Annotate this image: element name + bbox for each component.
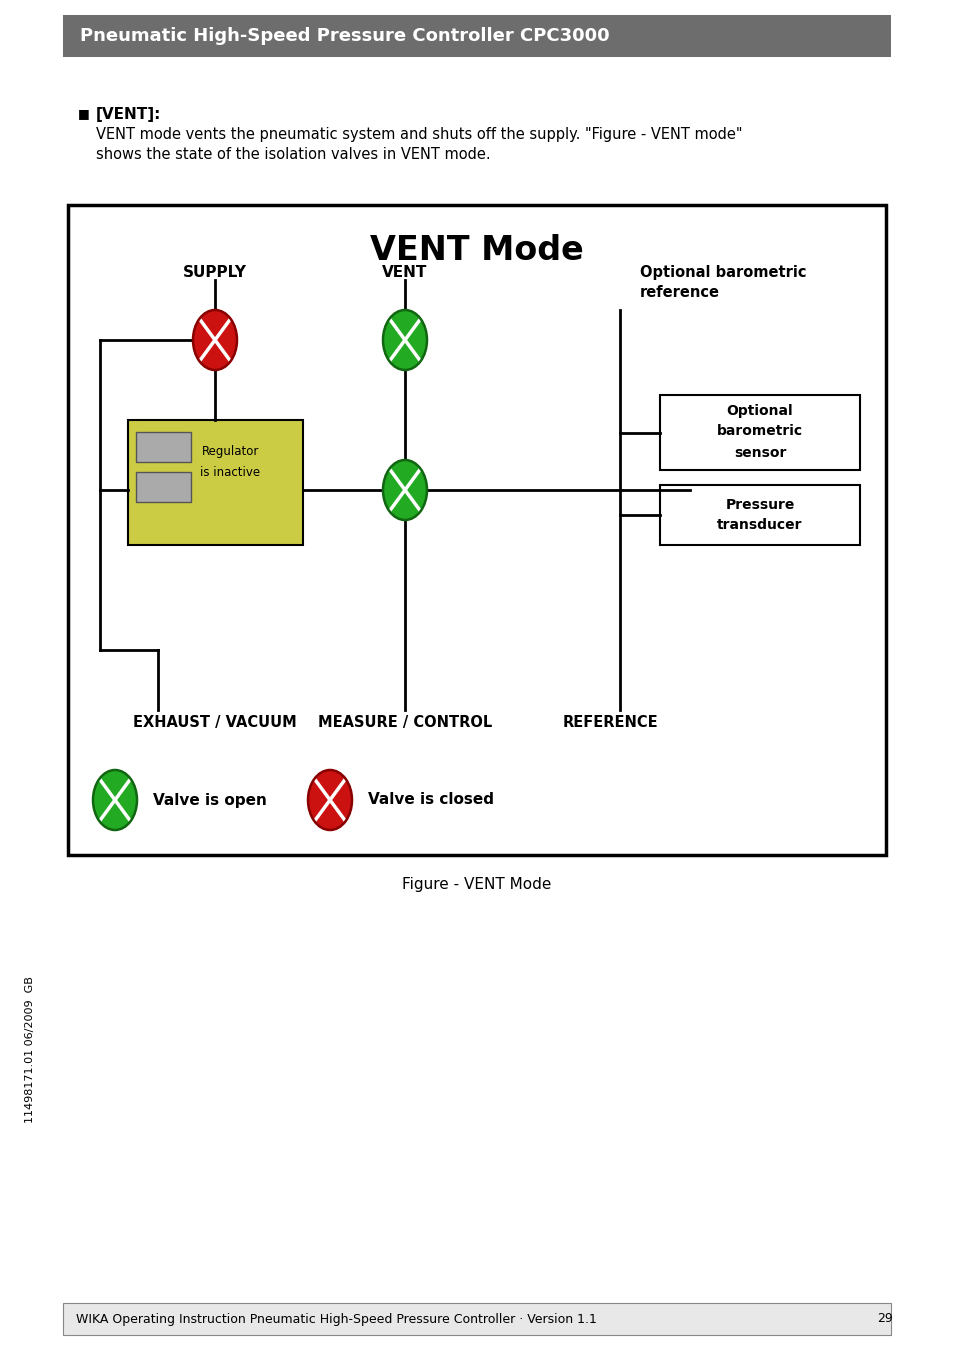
Text: ■: ■	[78, 107, 90, 120]
FancyBboxPatch shape	[63, 1303, 890, 1335]
Text: VENT Mode: VENT Mode	[370, 234, 583, 266]
Text: 29: 29	[876, 1312, 892, 1326]
Text: REFERENCE: REFERENCE	[561, 716, 658, 730]
Text: EXHAUST / VACUUM: EXHAUST / VACUUM	[133, 716, 296, 730]
Text: Optional barometric: Optional barometric	[639, 265, 805, 279]
Text: Valve is open: Valve is open	[152, 792, 267, 807]
Ellipse shape	[308, 769, 352, 830]
Text: MEASURE / CONTROL: MEASURE / CONTROL	[317, 716, 492, 730]
Text: VENT: VENT	[382, 265, 427, 279]
Text: Pressure: Pressure	[724, 498, 794, 512]
Ellipse shape	[382, 460, 427, 520]
Text: Optional: Optional	[726, 404, 793, 418]
Text: Figure - VENT Mode: Figure - VENT Mode	[402, 878, 551, 892]
Text: Regulator: Regulator	[202, 446, 259, 459]
Text: sensor: sensor	[733, 446, 785, 460]
FancyBboxPatch shape	[128, 420, 303, 545]
Ellipse shape	[193, 310, 236, 370]
FancyBboxPatch shape	[136, 472, 191, 502]
Ellipse shape	[382, 310, 427, 370]
FancyBboxPatch shape	[63, 15, 890, 57]
Text: SUPPLY: SUPPLY	[183, 265, 247, 279]
Ellipse shape	[92, 769, 137, 830]
FancyBboxPatch shape	[136, 432, 191, 462]
Text: is inactive: is inactive	[200, 466, 260, 478]
FancyBboxPatch shape	[659, 396, 859, 470]
Text: transducer: transducer	[717, 518, 801, 532]
Text: shows the state of the isolation valves in VENT mode.: shows the state of the isolation valves …	[96, 147, 490, 162]
Text: barometric: barometric	[717, 424, 802, 437]
Text: reference: reference	[639, 285, 720, 300]
Text: Pneumatic High-Speed Pressure Controller CPC3000: Pneumatic High-Speed Pressure Controller…	[80, 27, 609, 45]
Text: 11498171.01 06/2009  GB: 11498171.01 06/2009 GB	[25, 976, 35, 1123]
FancyBboxPatch shape	[68, 205, 885, 855]
FancyBboxPatch shape	[659, 485, 859, 545]
Text: Valve is closed: Valve is closed	[368, 792, 494, 807]
Text: [VENT]:: [VENT]:	[96, 107, 161, 122]
Text: VENT mode vents the pneumatic system and shuts off the supply. "Figure - VENT mo: VENT mode vents the pneumatic system and…	[96, 127, 741, 142]
Text: WIKA Operating Instruction Pneumatic High-Speed Pressure Controller · Version 1.: WIKA Operating Instruction Pneumatic Hig…	[76, 1312, 597, 1326]
